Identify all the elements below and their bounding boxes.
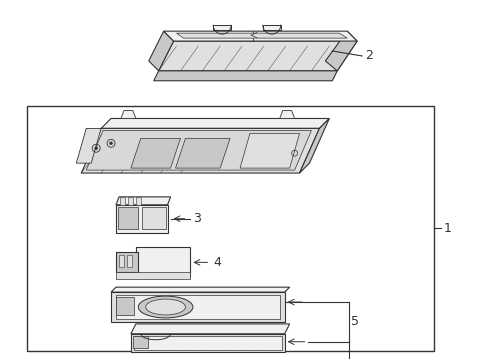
Bar [116,297,134,315]
Polygon shape [263,25,280,30]
Ellipse shape [145,299,185,315]
Polygon shape [121,111,136,118]
Polygon shape [116,205,167,233]
Polygon shape [325,31,356,71]
Polygon shape [175,138,230,168]
Text: 3: 3 [193,212,201,225]
Bar [133,336,147,348]
Polygon shape [240,133,299,168]
Polygon shape [279,111,294,118]
Polygon shape [213,25,231,30]
Polygon shape [76,129,101,163]
Text: 4: 4 [213,256,221,269]
Text: 1: 1 [443,222,450,235]
Polygon shape [116,197,170,205]
Polygon shape [116,272,190,279]
Polygon shape [116,252,138,272]
Polygon shape [118,207,138,229]
Polygon shape [176,33,346,38]
Polygon shape [81,129,319,173]
Bar [128,197,133,205]
Polygon shape [299,118,328,173]
Polygon shape [111,287,289,292]
Polygon shape [158,41,356,71]
Polygon shape [111,292,284,322]
Polygon shape [142,207,165,229]
Polygon shape [86,130,311,170]
Polygon shape [163,31,356,41]
Bar [120,197,124,205]
Polygon shape [148,31,173,71]
Polygon shape [153,71,337,81]
Bar [127,255,132,267]
Circle shape [95,147,98,150]
Bar [136,197,141,205]
Bar [119,255,123,267]
Ellipse shape [138,296,192,318]
Text: 5: 5 [350,315,359,328]
Circle shape [109,142,112,145]
Polygon shape [134,336,281,350]
Polygon shape [131,138,180,168]
Text: 2: 2 [365,49,372,63]
Polygon shape [136,247,190,277]
Polygon shape [131,334,284,352]
Bar [27,105,433,351]
Polygon shape [116,295,279,319]
Polygon shape [101,118,328,129]
Polygon shape [131,324,289,334]
